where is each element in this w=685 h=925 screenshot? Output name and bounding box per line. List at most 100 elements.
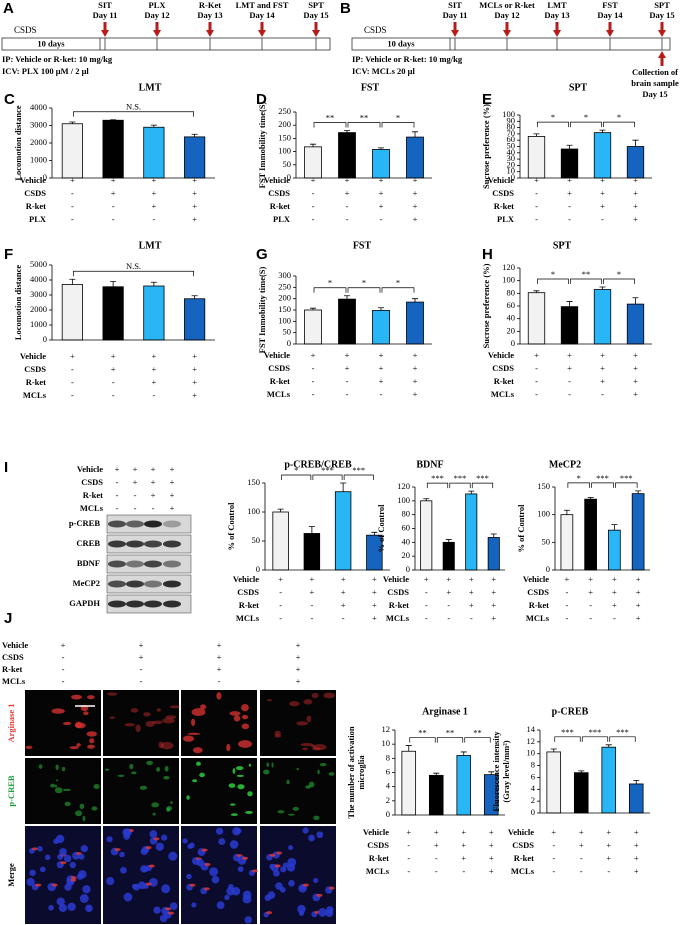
blot-band	[126, 580, 144, 588]
signal	[289, 701, 300, 707]
event-name: SPT	[654, 0, 670, 10]
significance-bracket	[615, 482, 638, 488]
duration-label: 10 days	[37, 38, 65, 48]
treatment-sign: +	[413, 363, 418, 373]
band-label: p-CREB	[69, 518, 101, 528]
treatment-sign: +	[600, 188, 605, 198]
panel-label: A	[3, 0, 14, 17]
treatment-sign: -	[279, 600, 282, 610]
blot-band	[144, 560, 162, 568]
treatment-sign: +	[567, 175, 572, 185]
y-tick-label: 2000	[30, 304, 47, 314]
treatment-sign: +	[434, 827, 439, 837]
image-row-label: Arginase 1	[6, 704, 16, 743]
treatment-sign: -	[279, 613, 282, 623]
treatment-sign: +	[633, 376, 638, 386]
treatment-sign: +	[341, 600, 346, 610]
significance-label: ***	[589, 727, 602, 737]
significance-bracket	[609, 736, 636, 742]
treatment-sign: +	[192, 377, 197, 387]
panel-label: F	[4, 246, 13, 263]
significance-label: **	[582, 269, 591, 279]
treatment-sign: +	[636, 600, 641, 610]
treatment-sign: -	[112, 377, 115, 387]
significance-label: *	[617, 112, 621, 122]
y-tick-label: 150	[278, 132, 291, 142]
y-tick-label: 0	[287, 172, 291, 182]
y-tick-label: 0	[386, 809, 390, 819]
treatment-sign: -	[312, 376, 315, 386]
y-tick-label: 4	[386, 781, 391, 791]
significance-bracket	[436, 737, 464, 743]
treatment-sign: -	[601, 389, 604, 399]
signal	[302, 883, 309, 887]
nucleus	[56, 897, 65, 906]
bar	[272, 511, 289, 571]
nucleus	[123, 892, 133, 902]
treatment-sign: +	[469, 600, 474, 610]
treatment-sign: +	[461, 827, 466, 837]
significance-bracket	[347, 287, 381, 293]
signal	[160, 741, 174, 750]
y-tick-label: 70	[507, 128, 516, 138]
nucleus	[37, 846, 43, 852]
signal	[124, 723, 135, 727]
y-tick-label: 60	[507, 134, 516, 144]
y-tick-label: 20	[507, 159, 516, 169]
treatment-name: Vehicle	[488, 350, 514, 360]
y-axis-label: FST Immobility time(S)	[257, 101, 267, 188]
treatment-sign: +	[600, 376, 605, 386]
y-tick-label: 60	[402, 522, 411, 532]
event-arrowhead	[658, 30, 666, 37]
event-day: Day 11	[443, 10, 468, 20]
y-tick-label: 12	[382, 724, 391, 734]
nucleus	[149, 877, 158, 887]
treatment-sign: -	[568, 389, 571, 399]
event-day: Day 15	[649, 10, 674, 20]
error-bar	[191, 133, 198, 137]
bar	[406, 301, 424, 345]
treatment-sign: -	[552, 866, 555, 876]
signal	[306, 715, 312, 723]
blot-band	[163, 600, 181, 608]
treatment-sign: +	[491, 600, 496, 610]
bar	[304, 309, 322, 345]
bar	[442, 541, 455, 571]
timeline-note: IP: Vehicle or R-ket: 10 mg/kg	[2, 54, 113, 64]
panel-label: H	[482, 246, 493, 263]
treatment-name: MCLs	[80, 503, 104, 513]
y-tick-label: 250	[278, 281, 291, 291]
treatment-sign: -	[568, 214, 571, 224]
signal	[25, 745, 33, 750]
treatment-name: PLX	[497, 214, 515, 224]
error-bar	[445, 539, 452, 543]
signal	[183, 735, 195, 742]
nucleus	[169, 902, 178, 910]
nucleus	[186, 873, 192, 880]
treatment-name: Vehicle	[2, 640, 28, 650]
treatment-sign: +	[296, 640, 301, 650]
treatment-sign: +	[600, 201, 605, 211]
treatment-sign: -	[346, 376, 349, 386]
nucleus	[44, 854, 51, 861]
signal	[237, 784, 245, 790]
y-tick-label: 0	[43, 172, 47, 182]
treatment-name: Vehicle	[363, 827, 389, 837]
treatment-sign: -	[607, 866, 610, 876]
panel-label: B	[340, 0, 351, 17]
bar	[546, 751, 562, 814]
collection-label: brain sample	[631, 78, 679, 88]
error-bar	[488, 771, 495, 775]
treatment-name: R-ket	[26, 377, 46, 387]
signal	[277, 810, 285, 814]
treatment-sign: +	[633, 389, 638, 399]
treatment-name: CSDS	[81, 477, 103, 487]
treatment-name: CSDS	[512, 840, 534, 850]
y-tick-label: 4000	[30, 102, 47, 112]
treatment-sign: +	[278, 574, 283, 584]
treatment-name: R-ket	[270, 376, 290, 386]
treatment-sign: +	[111, 188, 116, 198]
signal	[54, 787, 63, 794]
chart-title: BDNF	[416, 459, 443, 470]
